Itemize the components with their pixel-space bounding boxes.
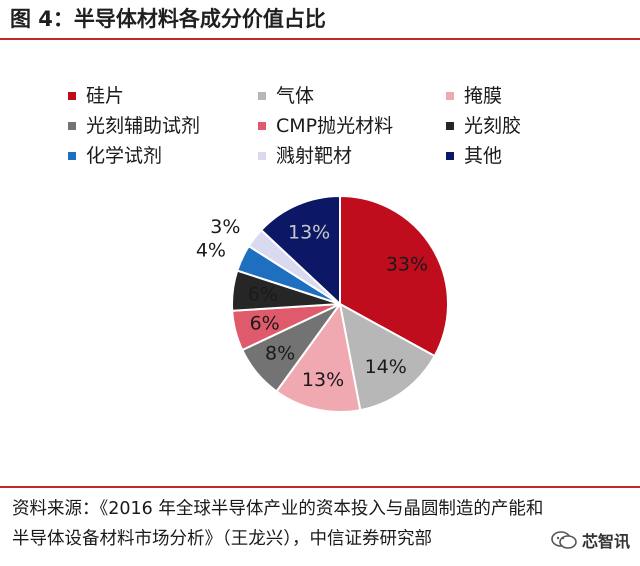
pie-chart: 33% 14% 13% 8% 6% 6% 4%3% 13% [196, 194, 449, 413]
legend-label: 其他 [464, 145, 503, 167]
legend-swatch [446, 92, 454, 100]
slice-label: 8% [265, 343, 295, 365]
legend-item: CMP抛光材料 [258, 114, 393, 138]
source-line-2: 半导体设备材料市场分析》（王龙兴），中信证券研究部 [12, 529, 432, 549]
pie-slice [338, 302, 436, 412]
title-divider [0, 38, 640, 40]
legend-swatch [68, 92, 76, 100]
figure-title: 图 4：半导体材料各成分价值占比 [10, 7, 326, 31]
pie-slice [339, 194, 449, 358]
legend-item: 溅射靶材 [258, 144, 352, 168]
legend-label: 硅片 [86, 85, 125, 107]
legend-item: 掩膜 [446, 84, 502, 108]
slice-label: 6% [250, 312, 280, 334]
legend-item: 硅片 [68, 84, 124, 108]
legend-swatch [258, 92, 266, 100]
watermark: 芯智讯 [550, 528, 630, 552]
legend-item: 气体 [258, 84, 314, 108]
legend-label: 光刻胶 [464, 115, 522, 137]
pie-slice [275, 301, 362, 413]
legend-label: 化学试剂 [86, 145, 163, 167]
legend-item: 化学试剂 [68, 144, 162, 168]
legend-swatch [258, 152, 266, 160]
legend-label: 掩膜 [464, 85, 503, 107]
watermark-text: 芯智讯 [581, 532, 630, 551]
slice-label: 33% [386, 253, 428, 275]
legend-swatch [446, 122, 454, 130]
legend-label: 气体 [276, 85, 315, 107]
legend-item: 其他 [446, 144, 502, 168]
source-divider [0, 486, 640, 488]
slice-label: 13% [288, 222, 330, 244]
slice-label: 3% [210, 216, 240, 238]
slice-label: 4% [196, 239, 226, 261]
legend-label: CMP抛光材料 [276, 115, 394, 137]
legend-swatch [68, 152, 76, 160]
legend-swatch [258, 122, 266, 130]
pie-slice [259, 194, 341, 307]
legend-swatch [446, 152, 454, 160]
source-line-1: 资料来源：《2016 年全球半导体产业的资本投入与晶圆制造的产能和 [12, 499, 544, 519]
legend-swatch [68, 122, 76, 130]
wechat-icon [551, 531, 577, 549]
legend-label: 光刻辅助试剂 [86, 115, 201, 137]
legend-item: 光刻胶 [446, 114, 521, 138]
slice-label: 6% [248, 283, 278, 305]
legend-label: 溅射靶材 [276, 145, 353, 167]
slice-label: 13% [302, 369, 344, 391]
legend-item: 光刻辅助试剂 [68, 114, 200, 138]
slice-label: 14% [365, 356, 407, 378]
source-note: 资料来源：《2016 年全球半导体产业的资本投入与晶圆制造的产能和 半导体设备材… [12, 494, 628, 554]
